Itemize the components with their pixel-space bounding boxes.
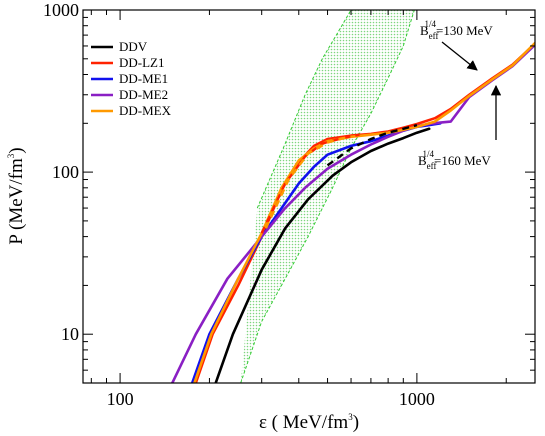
y-tick-label: 100	[52, 162, 79, 182]
y-tick-label: 10	[61, 324, 79, 344]
annotation-label-1: Beff1/4=160 MeV	[418, 149, 491, 171]
dashed-line-2	[264, 136, 348, 229]
y-tick-label: 1000	[43, 0, 79, 20]
y-axis-title: P (MeV/fm3)	[6, 147, 27, 244]
band-upper-edge	[256, 10, 352, 209]
dashed-lines	[260, 123, 418, 234]
axis-ticks: 100 1000 10 100 1000	[43, 0, 535, 409]
annotation-label-0: Beff1/4=130 MeV	[420, 19, 493, 41]
plot-frame	[82, 9, 536, 384]
x-tick-label: 1000	[399, 389, 435, 409]
band-lower-edge	[240, 10, 415, 383]
legend-label-dd-me1: DD-ME1	[119, 71, 168, 86]
legend-label-ddv: DDV	[119, 39, 148, 54]
series-line-ddv	[214, 127, 431, 383]
legend-label-dd-lz1: DD-LZ1	[119, 55, 165, 70]
x-axis-title: ε ( MeV/fm3)	[259, 412, 359, 433]
legend-label-dd-me2: DD-ME2	[119, 87, 168, 102]
dashed-line-0	[326, 123, 418, 167]
x-tick-label: 100	[107, 389, 134, 409]
annotations: Beff1/4=130 MeV Beff1/4=160 MeV	[418, 19, 502, 171]
constraint-band	[240, 10, 415, 383]
annotation-arrow-0	[441, 41, 478, 71]
band-fill	[240, 10, 415, 383]
legend-label-dd-mex: DD-MEX	[119, 103, 172, 118]
